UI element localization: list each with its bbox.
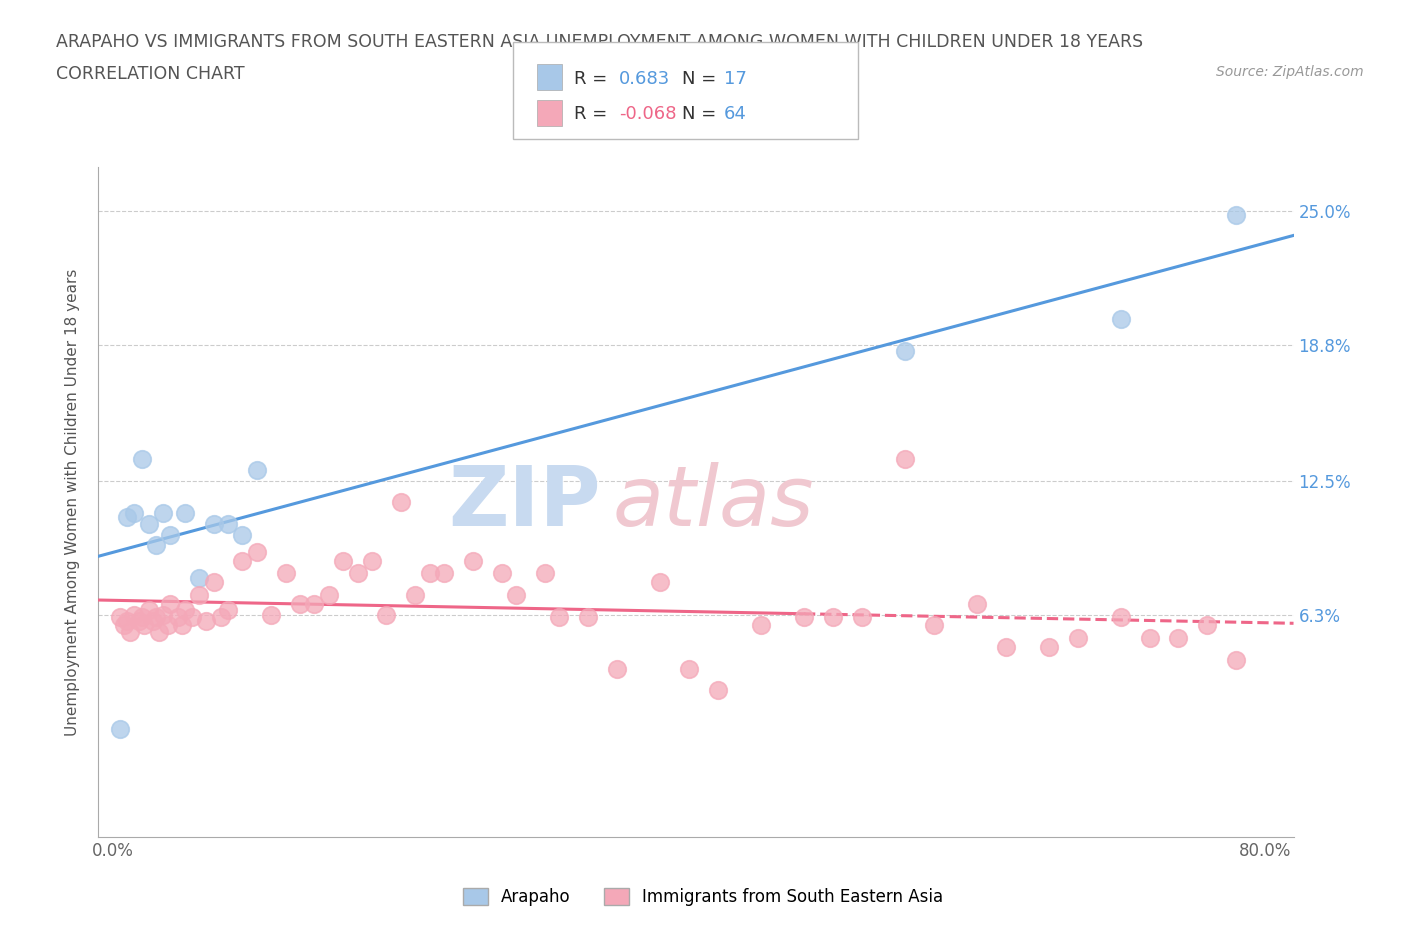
Point bbox=[202, 516, 225, 531]
Point bbox=[131, 452, 153, 467]
Point bbox=[142, 614, 165, 629]
Point bbox=[994, 640, 1017, 655]
Point bbox=[1225, 207, 1247, 222]
Point bbox=[389, 495, 412, 510]
Point bbox=[332, 553, 354, 568]
Point bbox=[922, 618, 945, 632]
Text: 17: 17 bbox=[724, 70, 747, 88]
Text: ARAPAHO VS IMMIGRANTS FROM SOUTH EASTERN ASIA UNEMPLOYMENT AMONG WOMEN WITH CHIL: ARAPAHO VS IMMIGRANTS FROM SOUTH EASTERN… bbox=[56, 33, 1143, 50]
Point bbox=[893, 343, 915, 358]
Point bbox=[1038, 640, 1060, 655]
Point bbox=[159, 596, 181, 611]
Point bbox=[288, 596, 311, 611]
Point bbox=[1197, 618, 1219, 632]
Text: R =: R = bbox=[574, 105, 613, 124]
Point bbox=[533, 566, 555, 581]
Text: CORRELATION CHART: CORRELATION CHART bbox=[56, 65, 245, 83]
Point bbox=[108, 722, 131, 737]
Point bbox=[217, 516, 239, 531]
Point bbox=[461, 553, 484, 568]
Point bbox=[188, 570, 211, 585]
Legend: Arapaho, Immigrants from South Eastern Asia: Arapaho, Immigrants from South Eastern A… bbox=[456, 881, 950, 912]
Point bbox=[173, 603, 195, 618]
Point bbox=[274, 566, 297, 581]
Point bbox=[1066, 631, 1088, 645]
Point bbox=[138, 603, 160, 618]
Point bbox=[419, 566, 441, 581]
Point bbox=[1167, 631, 1189, 645]
Point bbox=[1109, 312, 1132, 326]
Point bbox=[706, 683, 728, 698]
Point bbox=[166, 609, 188, 624]
Point bbox=[318, 588, 340, 603]
Point bbox=[231, 527, 253, 542]
Point bbox=[260, 607, 283, 622]
Point bbox=[124, 607, 146, 622]
Point bbox=[145, 538, 167, 552]
Text: N =: N = bbox=[682, 105, 721, 124]
Point bbox=[115, 510, 138, 525]
Point bbox=[112, 618, 135, 632]
Point bbox=[181, 609, 204, 624]
Text: 64: 64 bbox=[724, 105, 747, 124]
Point bbox=[159, 527, 181, 542]
Point bbox=[231, 553, 253, 568]
Point bbox=[246, 544, 269, 559]
Point bbox=[145, 609, 167, 624]
Point bbox=[966, 596, 988, 611]
Point bbox=[821, 609, 844, 624]
Point bbox=[246, 462, 269, 477]
Point bbox=[217, 603, 239, 618]
Text: ZIP: ZIP bbox=[449, 461, 600, 543]
Point bbox=[678, 661, 700, 676]
Point bbox=[893, 452, 915, 467]
Point bbox=[195, 614, 218, 629]
Point bbox=[156, 618, 179, 632]
Point bbox=[134, 618, 156, 632]
Point bbox=[433, 566, 456, 581]
Point bbox=[209, 609, 232, 624]
Point bbox=[128, 614, 150, 629]
Text: N =: N = bbox=[682, 70, 721, 88]
Point bbox=[576, 609, 599, 624]
Point bbox=[124, 506, 146, 521]
Point bbox=[304, 596, 326, 611]
Point bbox=[188, 588, 211, 603]
Point bbox=[606, 661, 628, 676]
Point bbox=[505, 588, 527, 603]
Point bbox=[491, 566, 513, 581]
Point bbox=[152, 607, 174, 622]
Y-axis label: Unemployment Among Women with Children Under 18 years: Unemployment Among Women with Children U… bbox=[65, 269, 80, 736]
Point bbox=[170, 618, 193, 632]
Point bbox=[108, 609, 131, 624]
Point bbox=[148, 624, 170, 639]
Point bbox=[548, 609, 571, 624]
Text: 0.683: 0.683 bbox=[619, 70, 669, 88]
Point bbox=[202, 575, 225, 590]
Point bbox=[1139, 631, 1161, 645]
Point bbox=[131, 609, 153, 624]
Point bbox=[1225, 653, 1247, 668]
Point bbox=[361, 553, 384, 568]
Point bbox=[152, 506, 174, 521]
Point bbox=[120, 624, 142, 639]
Point bbox=[404, 588, 426, 603]
Point bbox=[346, 566, 368, 581]
Point bbox=[138, 516, 160, 531]
Text: -0.068: -0.068 bbox=[619, 105, 676, 124]
Point bbox=[749, 618, 772, 632]
Text: R =: R = bbox=[574, 70, 613, 88]
Point bbox=[648, 575, 671, 590]
Point bbox=[851, 609, 873, 624]
Point bbox=[1109, 609, 1132, 624]
Point bbox=[115, 614, 138, 629]
Point bbox=[173, 506, 195, 521]
Point bbox=[793, 609, 815, 624]
Text: Source: ZipAtlas.com: Source: ZipAtlas.com bbox=[1216, 65, 1364, 79]
Point bbox=[375, 607, 398, 622]
Text: atlas: atlas bbox=[613, 461, 814, 543]
